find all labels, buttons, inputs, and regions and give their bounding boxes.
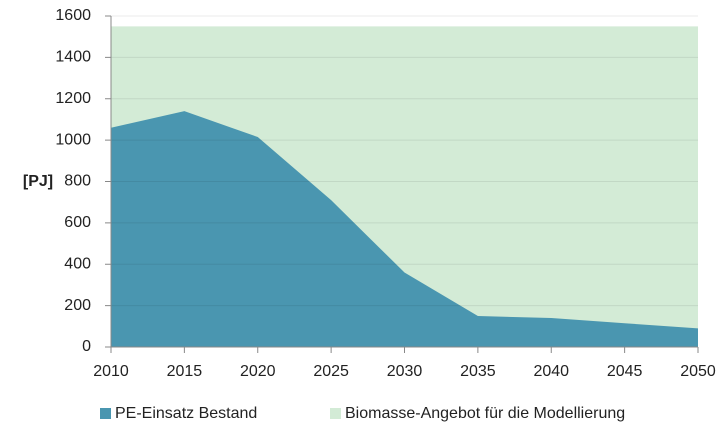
legend-swatch [330,408,341,419]
x-tick-label: 2025 [313,363,349,380]
x-tick-label: 2050 [680,363,716,380]
legend-label: Biomasse-Angebot für die Modellierung [345,405,625,422]
legend-label: PE-Einsatz Bestand [115,405,257,422]
y-tick-label: 1600 [55,7,91,24]
x-tick-label: 2015 [167,363,203,380]
x-tick-label: 2045 [607,363,643,380]
y-tick-label: 1400 [55,49,91,66]
x-tick-label: 2035 [460,363,496,380]
y-tick-label: 800 [64,173,91,190]
x-tick-label: 2030 [387,363,423,380]
y-tick-label: 1000 [55,131,91,148]
x-tick-label: 2010 [93,363,129,380]
x-tick-label: 2040 [533,363,569,380]
y-tick-label: 0 [82,338,91,355]
y-tick-label: 600 [64,214,91,231]
y-tick-label: 200 [64,297,91,314]
y-tick-label: 400 [64,255,91,272]
area [111,111,698,347]
y-tick-label: 1200 [55,90,91,107]
legend-swatch [100,408,111,419]
x-tick-label: 2020 [240,363,276,380]
y-axis-label: [PJ] [23,173,53,190]
